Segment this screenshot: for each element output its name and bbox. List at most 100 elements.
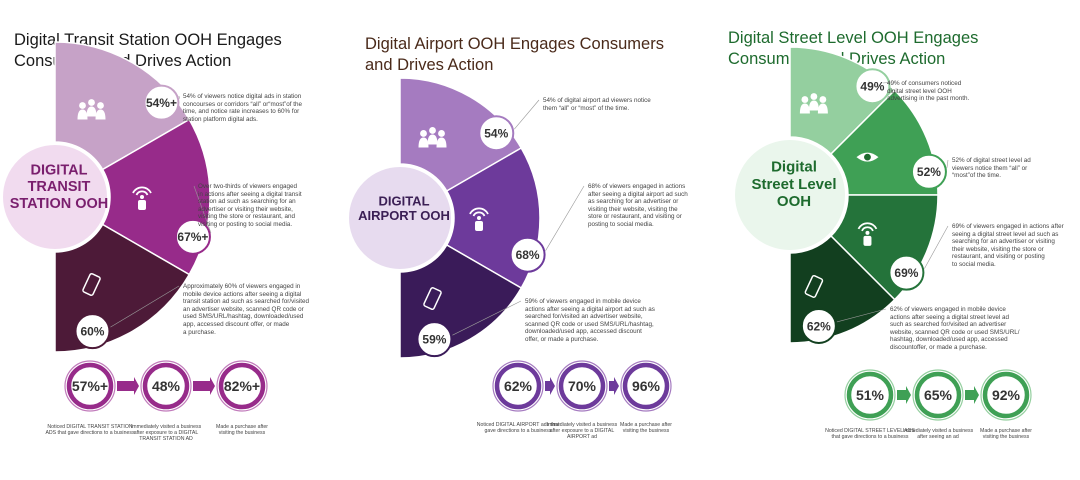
- segment-description-line: posting to social media.: [588, 220, 654, 228]
- segment-description: 54% of viewers notice digital ads in sta…: [183, 93, 302, 123]
- people-icon: [77, 99, 106, 120]
- segment-value: 67%+: [177, 230, 208, 244]
- stat-ring: [846, 371, 894, 419]
- leader-line: [193, 185, 212, 233]
- segment-value: 68%: [516, 248, 540, 262]
- stat-ring: [66, 362, 114, 410]
- value-badge: [888, 254, 925, 291]
- segment-description-line: an advertiser website, scanned QR code o…: [183, 305, 304, 313]
- segment-description-line: concourses or corridors “all” or“most”of…: [183, 100, 302, 108]
- segment-description-line: transit station ad such as searched for/…: [183, 298, 310, 306]
- segment-description-line: 62% of viewers engaged in mobile device: [890, 306, 1006, 313]
- segment-description-line: restaurant, and visiting or posting: [952, 253, 1045, 261]
- center-label-line: OOH: [777, 193, 811, 210]
- stat-ring: [558, 362, 606, 410]
- segment-description-line: 59% of viewers engaged in mobile device: [525, 298, 641, 305]
- value-badge: [910, 153, 947, 190]
- stat-label-line: Noticed DIGITAL AIRPORT ads that: [476, 422, 560, 428]
- leader-line: [545, 185, 585, 251]
- stat-ring: [982, 371, 1030, 419]
- segment-description-line: 68% of viewers engaged in actions: [588, 183, 686, 190]
- segment-description-line: hashtag, downloaded/used app, accessed: [890, 336, 1008, 344]
- center-label-line: Digital: [771, 159, 817, 176]
- value-badge: [800, 307, 837, 344]
- segment-description-line: Approximately 60% of viewers engaged in: [183, 283, 301, 290]
- stat-arrow: [117, 377, 139, 395]
- segment-description-line: mobile device actions after seeing a dig…: [183, 290, 302, 298]
- stat-ring-outer: [492, 360, 544, 412]
- stat-value: 82%+: [224, 378, 260, 394]
- panel-airport: Digital Airport OOH Engages Consumers and…: [347, 0, 720, 480]
- segment-description-line: Over two-thirds of viewers engaged: [198, 183, 298, 190]
- stat-ring: [494, 362, 542, 410]
- stat-arrow: [609, 377, 619, 395]
- stat-label-line: Immediately visited a business: [546, 422, 618, 428]
- segment-description-line: them “all” or “most” of the time.: [543, 104, 630, 112]
- center-label-line: STATION OOH: [10, 196, 109, 212]
- segment-description: 52% of digital street level ad viewers no…: [952, 157, 1031, 180]
- segment-description-line: seeing a digital street level ad such as: [952, 230, 1059, 238]
- segment-description: Approximately 60% of viewers engaged in m…: [183, 283, 309, 336]
- segment-value: 62%: [807, 319, 831, 333]
- leader-line: [110, 285, 180, 328]
- panel-title-line: and Drives Action: [365, 56, 494, 74]
- stat-label: Immediately visited a business after expo…: [116, 424, 216, 443]
- segment-description-line: a purchase.: [183, 328, 216, 336]
- segment-description-line: station platform digital ads.: [183, 115, 258, 123]
- segment-description-line: advertiser or visiting their website,: [198, 205, 293, 213]
- stat-label-line: AIRPORT ad: [566, 434, 598, 441]
- center-label-line: DIGITAL: [378, 193, 429, 208]
- leader-line: [836, 308, 887, 323]
- segment-description-line: viewers notice them “all” or: [952, 164, 1028, 172]
- stat-label-line: Made a purchase after: [216, 424, 268, 430]
- phone-icon: [82, 272, 101, 296]
- value-badge: [143, 84, 180, 121]
- segment-description-line: “most”of the time.: [952, 172, 1001, 180]
- segment-description: Over two-thirds of viewers engaged in act…: [198, 183, 302, 229]
- stat-arrow: [965, 386, 979, 404]
- segment-value: 59%: [422, 333, 446, 347]
- segment-description-line: offer, or made a purchase.: [525, 335, 599, 343]
- stat-arrow: [545, 377, 555, 395]
- people-icon: [418, 127, 447, 148]
- segment-description-line: station ad such as searching for an: [198, 198, 296, 206]
- stat-value: 70%: [568, 378, 597, 394]
- value-badge: [416, 321, 453, 358]
- stat-label: Immediately visited a business after expo…: [532, 422, 632, 441]
- stat-label-line: ADS that gave directions to a business: [45, 430, 135, 437]
- stat-arrow: [897, 386, 911, 404]
- leader-line: [946, 159, 949, 168]
- panel-title: Digital Airport OOH Engages Consumers and…: [365, 34, 664, 76]
- segment-description-line: actions after seeing a digital airport a…: [525, 305, 655, 313]
- segment-value: 49%: [860, 80, 884, 94]
- stat-label-line: TRANSIT STATION AD: [139, 436, 193, 443]
- segment-description: 62% of viewers engaged in mobile device a…: [890, 306, 1020, 352]
- segment-description-line: to social media.: [952, 260, 996, 268]
- segment-description-line: such as searched for/visited an advertis…: [890, 321, 1007, 329]
- stat-ring: [914, 371, 962, 419]
- center-disc: [733, 138, 847, 252]
- stat-label-line: gave directions to a business: [484, 428, 552, 435]
- panel-title-line: Digital Street Level OOH Engages: [728, 29, 979, 47]
- center-label-line: AIRPORT OOH: [358, 208, 450, 223]
- panel-transit: Digital Transit Station OOH EngagesConsu…: [0, 0, 360, 480]
- segment-description-line: searched for/visited an advertiser websi…: [525, 313, 643, 321]
- segment-description-line: app, accessed discount offer, or made: [183, 320, 290, 328]
- stat-label-line: after exposure to a DIGITAL: [133, 430, 199, 437]
- stat-label-line: Immediately visited a business: [902, 428, 974, 434]
- segment-description-line: website, scanned QR code or used SMS/URL…: [890, 328, 1020, 336]
- leader-line: [452, 300, 522, 336]
- stat-label-line: that gave directions to a business: [831, 434, 909, 441]
- stat-ring-outer: [556, 360, 608, 412]
- stat-label: Immediately visited a business after seei…: [888, 428, 988, 440]
- stat-label-line: Noticed DIGITAL TRANSIT STATION: [47, 424, 133, 430]
- stat-value: 57%+: [72, 378, 108, 394]
- leader-line: [882, 81, 891, 84]
- segment-description-line: downloaded/used app, accessed discount: [525, 328, 642, 336]
- segment-description: 69% of viewers engaged in actions after s…: [952, 223, 1064, 269]
- stat-ring-outer: [620, 360, 672, 412]
- segment-description-line: their website, visiting the store or: [952, 245, 1044, 253]
- segment-description: 49% of consumers noticed digital street l…: [887, 80, 969, 103]
- segment-description-line: scanned QR code or used SMS/URL/hashtag,: [525, 320, 654, 328]
- segment-description-line: as searching for an advertiser or: [588, 198, 679, 206]
